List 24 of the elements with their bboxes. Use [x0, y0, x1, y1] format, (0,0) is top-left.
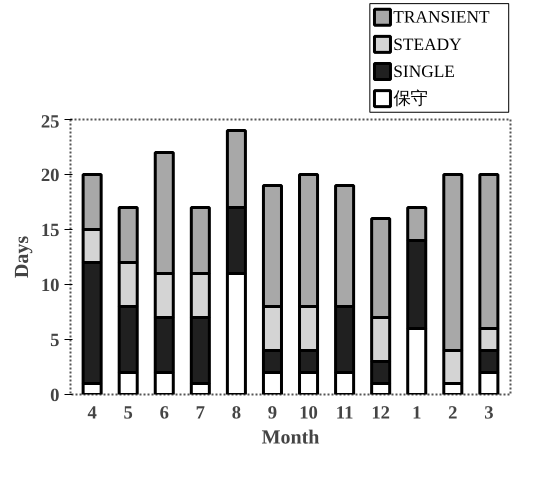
x-tick-label: 7	[196, 402, 205, 424]
x-tick-label: 11	[336, 402, 354, 424]
x-tick-label: 5	[124, 402, 133, 424]
y-tick-label: 0	[50, 385, 60, 406]
x-tick-label: 10	[299, 402, 318, 424]
x-axis-title: Month	[262, 426, 320, 448]
x-tick-label: 12	[371, 402, 390, 424]
legend-label: STEADY	[393, 34, 462, 54]
y-tick-label: 5	[50, 330, 60, 351]
x-tick-label: 8	[232, 402, 242, 424]
x-tick-label: 6	[160, 402, 169, 424]
y-tick-label: 15	[40, 220, 60, 241]
y-tick-label: 25	[40, 112, 60, 132]
x-tick-label: 1	[412, 402, 422, 424]
y-tick-label: 10	[40, 275, 60, 296]
x-tick-label: 4	[87, 402, 97, 424]
x-tick-label: 9	[268, 402, 278, 424]
legend-label: 保守	[393, 89, 428, 108]
y-axis-title: Days	[10, 236, 33, 278]
legend-label: TRANSIENT	[393, 8, 490, 27]
x-tick-label: 3	[484, 402, 494, 424]
legend-label: SINGLE	[393, 62, 455, 82]
x-tick-label: 2	[448, 402, 458, 424]
y-tick-label: 20	[40, 165, 60, 186]
